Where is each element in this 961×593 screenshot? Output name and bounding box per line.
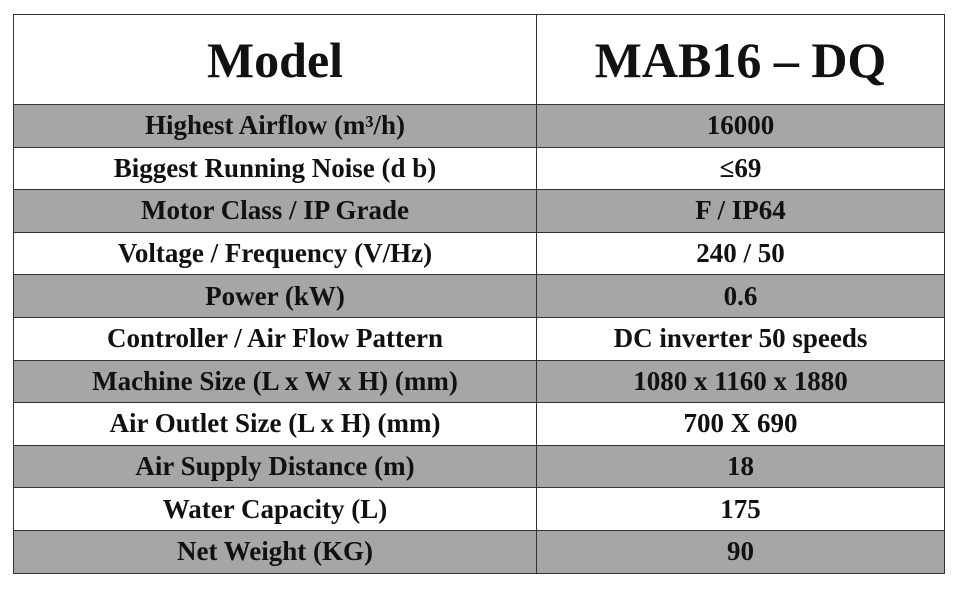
spec-row: Air Outlet Size (L x H) (mm) 700 X 690 [13,402,945,446]
spec-row: Machine Size (L x W x H) (mm) 1080 x 1160… [13,359,945,404]
spec-row: Controller / Air Flow Pattern DC inverter… [13,316,945,361]
spec-table: Model MAB16 – DQ Highest Airflow (m³/h) 1… [13,14,945,574]
spec-row: Net Weight (KG) 90 [13,529,945,574]
spec-label: Net Weight (KG) [13,529,537,574]
table-body: Model MAB16 – DQ Highest Airflow (m³/h) 1… [13,14,945,574]
header-cell: MAB16 – DQ [536,14,945,105]
spec-row: Biggest Running Noise (d b) ≤69 [13,146,945,191]
spec-value: 90 [536,529,945,574]
spec-value: 0.6 [536,274,945,318]
header-row: Model MAB16 – DQ [13,14,945,105]
spec-value: 175 [536,487,945,531]
spec-row: Water Capacity (L) 175 [13,487,945,531]
spec-row: Voltage / Frequency (V/Hz) 240 / 50 [13,231,945,276]
spec-value: 16000 [536,104,945,148]
spec-row: Highest Airflow (m³/h) 16000 [13,104,945,148]
spec-row: Air Supply Distance (m) 18 [13,444,945,489]
spec-label: Highest Airflow (m³/h) [13,104,537,148]
spec-label: Voltage / Frequency (V/Hz) [13,231,537,276]
spec-label: Machine Size (L x W x H) (mm) [13,359,537,404]
spec-value: 1080 x 1160 x 1880 [536,359,945,404]
spec-row: Motor Class / IP Grade F / IP64 [13,189,945,233]
spec-value: 18 [536,444,945,489]
spec-value: 240 / 50 [536,231,945,276]
spec-value: 700 X 690 [536,402,945,446]
header-cell: Model [13,14,537,105]
spec-value: ≤69 [536,146,945,191]
spec-label: Biggest Running Noise (d b) [13,146,537,191]
spec-label: Water Capacity (L) [13,487,537,531]
spec-value: F / IP64 [536,189,945,233]
spec-value: DC inverter 50 speeds [536,316,945,361]
spec-label: Motor Class / IP Grade [13,189,537,233]
spec-label: Power (kW) [13,274,537,318]
spec-label: Air Outlet Size (L x H) (mm) [13,402,537,446]
spec-label: Controller / Air Flow Pattern [13,316,537,361]
spec-row: Power (kW) 0.6 [13,274,945,318]
spec-label: Air Supply Distance (m) [13,444,537,489]
